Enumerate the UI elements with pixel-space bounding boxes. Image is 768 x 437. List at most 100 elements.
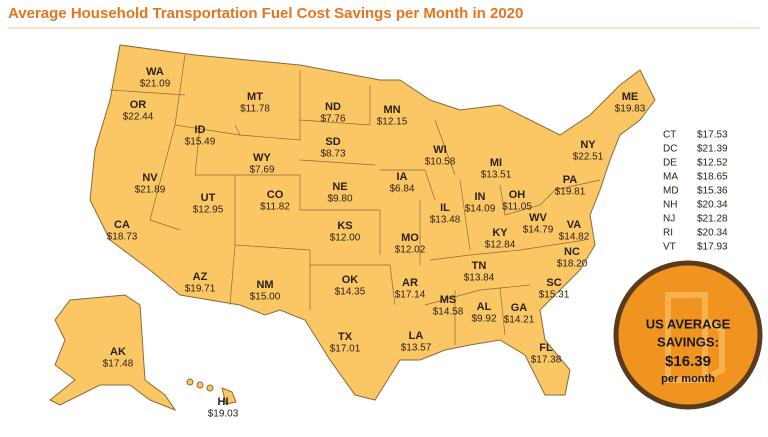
state-value: $13.51 (481, 170, 512, 181)
state-abbr: AK (110, 346, 126, 358)
state-value: $22.44 (123, 112, 154, 123)
state-abbr: LA (409, 330, 424, 342)
state-abbr: WI (433, 144, 446, 156)
small-state-abbr: CT (663, 130, 676, 141)
small-state-abbr: MA (663, 172, 678, 183)
state-abbr: GA (511, 302, 528, 314)
state-value: $13.84 (464, 273, 495, 284)
state-abbr: ME (622, 91, 639, 103)
small-state-value: $21.39 (697, 144, 728, 155)
state-abbr: NV (142, 172, 158, 184)
badge-line1: US AVERAGE (646, 316, 731, 331)
state-abbr: KY (492, 227, 508, 239)
state-value: $12.84 (485, 240, 516, 251)
state-value: $7.76 (320, 114, 345, 125)
state-abbr: PA (563, 174, 578, 186)
small-state-value: $20.34 (697, 200, 728, 211)
state-abbr: IL (440, 202, 450, 214)
state-value: $14.09 (465, 204, 496, 215)
small-state-abbr: DC (663, 144, 677, 155)
state-abbr: WA (146, 66, 164, 78)
small-state-value: $20.34 (697, 228, 728, 239)
state-abbr: NM (256, 279, 273, 291)
state-abbr: TX (338, 331, 353, 343)
state-abbr: WY (253, 152, 271, 164)
state-value: $12.00 (330, 233, 361, 244)
alaska (49, 294, 177, 412)
small-state-value: $17.53 (697, 130, 728, 141)
state-value: $19.81 (555, 187, 586, 198)
state-value: $17.48 (103, 359, 134, 370)
state-abbr: OR (130, 99, 147, 111)
small-state-value: $21.28 (697, 214, 728, 225)
state-abbr: AR (402, 277, 418, 289)
state-abbr: OH (509, 189, 526, 201)
small-state-abbr: MD (663, 186, 679, 197)
state-value: $21.89 (135, 185, 166, 196)
state-value: $14.58 (433, 307, 464, 318)
badge-amount: $16.39 (665, 353, 711, 370)
small-state-abbr: RI (663, 228, 673, 239)
state-borders (109, 54, 601, 345)
state-value: $22.51 (573, 152, 604, 163)
state-value: $13.57 (401, 343, 432, 354)
state-value: $17.01 (330, 344, 361, 355)
state-abbr: ND (325, 101, 341, 113)
state-value: $14.82 (559, 232, 590, 243)
state-abbr: MS (440, 294, 457, 306)
state-value: $15.00 (250, 292, 281, 303)
state-value: $13.48 (430, 215, 461, 226)
small-state-abbr: NH (663, 200, 677, 211)
state-value: $6.84 (389, 184, 414, 195)
state-abbr: ID (195, 124, 206, 136)
state-abbr: NY (580, 139, 596, 151)
state-abbr: CA (114, 219, 130, 231)
state-abbr: VA (567, 219, 582, 231)
state-abbr: MO (401, 232, 419, 244)
state-value: $7.69 (249, 165, 274, 176)
state-abbr: UT (201, 192, 216, 204)
hawaii (186, 378, 237, 405)
state-abbr: SD (325, 136, 340, 148)
state-value: $19.03 (208, 409, 239, 420)
state-value: $19.83 (615, 104, 646, 115)
state-value: $12.02 (395, 245, 426, 256)
state-abbr: AZ (193, 271, 208, 283)
state-abbr: SC (546, 277, 561, 289)
small-state-value: $12.52 (697, 158, 728, 169)
state-abbr: IA (397, 171, 408, 183)
state-abbr: CO (267, 189, 284, 201)
state-abbr: KS (337, 220, 352, 232)
badge-line2: SAVINGS: (657, 334, 719, 349)
state-value: $18.20 (557, 259, 588, 270)
state-value: $11.82 (260, 202, 290, 213)
pump-icon (665, 292, 725, 383)
state-value: $9.80 (327, 194, 352, 205)
state-abbr: IN (475, 191, 486, 203)
state-value: $14.21 (504, 315, 535, 326)
title: Average Household Transportation Fuel Co… (8, 5, 523, 22)
small-state-abbr: NJ (663, 214, 675, 225)
state-value: $10.58 (425, 157, 456, 168)
state-abbr: WV (529, 212, 547, 224)
state-abbr: TN (472, 260, 487, 272)
state-value: $17.14 (395, 290, 426, 301)
small-state-abbr: DE (663, 158, 677, 169)
state-value: $9.92 (471, 314, 496, 325)
small-state-value: $17.93 (697, 242, 728, 253)
state-value: $21.09 (140, 79, 171, 90)
badge-unit: per month (661, 373, 715, 385)
state-value: $19.71 (185, 284, 216, 295)
state-abbr: NE (332, 181, 347, 193)
state-value: $8.73 (320, 149, 345, 160)
badge: US AVERAGE SAVINGS: $16.39 per month (613, 260, 763, 410)
small-state-abbr: VT (663, 242, 676, 253)
state-value: $11.78 (240, 104, 270, 115)
state-abbr: OK (342, 274, 359, 286)
state-value: $14.35 (335, 287, 366, 298)
state-value: $14.79 (523, 225, 554, 236)
state-value: $12.15 (377, 117, 408, 128)
state-abbr: MT (247, 91, 263, 103)
